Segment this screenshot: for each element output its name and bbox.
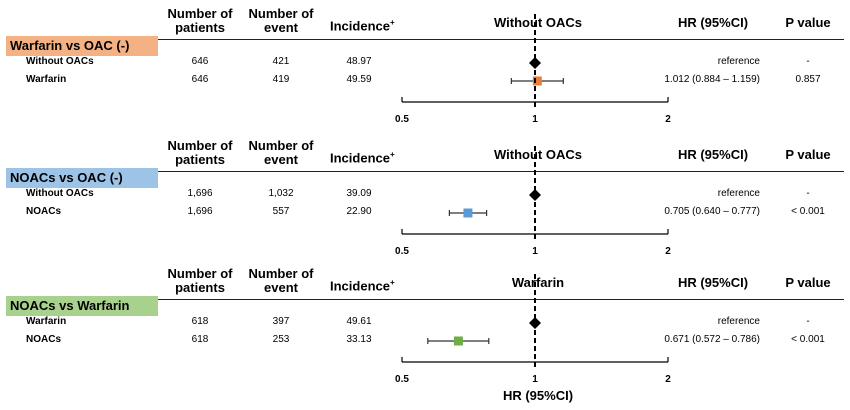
row-group-label: NOACs <box>26 334 62 345</box>
x-axis-tick-label: 0.5 <box>395 374 409 385</box>
header-p-value: P value <box>785 15 831 30</box>
row-group-label: Without OACs <box>26 56 94 67</box>
row-p-value: < 0.001 <box>791 206 825 217</box>
header-hr: HR (95%CI) <box>677 275 749 290</box>
header-patients: Number of <box>167 266 233 281</box>
panel-divider <box>6 171 844 172</box>
header-patients: Number of <box>167 138 233 153</box>
hazard-ratio-marker <box>532 76 542 86</box>
header-reference-group: Warfarin <box>511 275 565 290</box>
row-group-label: NOACs <box>26 206 62 217</box>
header-events: Number of <box>248 138 314 153</box>
row-group-label: Warfarin <box>26 74 67 85</box>
header-patients: patients <box>175 280 225 295</box>
row-hr-ci: reference <box>717 316 760 327</box>
header-patients: patients <box>175 20 225 35</box>
x-axis-tick-label: 0.5 <box>395 114 409 125</box>
row-patients: 618 <box>191 316 209 327</box>
comparison-label: NOACs vs OAC (-) <box>6 168 158 188</box>
header-incidence: Incidence+ <box>330 278 395 294</box>
row-patients: 646 <box>191 74 209 85</box>
row-hr-ci: reference <box>717 188 760 199</box>
row-patients: 618 <box>191 334 209 345</box>
x-axis-tick-label: 1 <box>532 374 538 385</box>
row-p-value: - <box>806 56 810 67</box>
row-incidence: 22.90 <box>346 206 372 217</box>
header-events: Number of <box>248 266 314 281</box>
header-incidence: Incidence+ <box>330 18 395 34</box>
header-patients: Number of <box>167 6 233 21</box>
row-events: 557 <box>272 206 290 217</box>
comparison-label: Warfarin vs OAC (-) <box>6 36 158 56</box>
row-incidence: 33.13 <box>346 334 372 345</box>
x-axis-tick-label: 2 <box>665 114 671 125</box>
header-p-value: P value <box>785 147 831 162</box>
x-axis-tick-label: 1 <box>532 246 538 257</box>
header-incidence: Incidence+ <box>330 150 395 166</box>
row-p-value: - <box>806 316 810 327</box>
header-events: Number of <box>248 6 314 21</box>
row-patients: 1,696 <box>187 206 213 217</box>
x-axis-label: HR (95%CI) <box>502 388 574 403</box>
row-patients: 646 <box>191 56 209 67</box>
panel-divider <box>6 299 844 300</box>
row-hr-ci: 1.012 (0.884 – 1.159) <box>664 74 760 85</box>
row-hr-ci: 0.705 (0.640 – 0.777) <box>664 206 760 217</box>
row-incidence: 48.97 <box>346 56 372 67</box>
header-events: event <box>264 280 298 295</box>
row-p-value: 0.857 <box>795 74 821 85</box>
header-events: event <box>264 152 298 167</box>
row-hr-ci: reference <box>717 56 760 67</box>
row-events: 1,032 <box>268 188 294 199</box>
panel-divider <box>6 39 844 40</box>
x-axis-tick-label: 1 <box>532 114 538 125</box>
header-hr: HR (95%CI) <box>677 147 749 162</box>
header-patients: patients <box>175 152 225 167</box>
x-axis-tick-label: 2 <box>665 246 671 257</box>
header-reference-group: Without OACs <box>494 15 582 30</box>
x-axis-tick-label: 0.5 <box>395 246 409 257</box>
row-incidence: 49.59 <box>346 74 372 85</box>
row-events: 397 <box>272 316 290 327</box>
row-events: 419 <box>272 74 290 85</box>
header-p-value: P value <box>785 275 831 290</box>
row-incidence: 39.09 <box>346 188 372 199</box>
header-reference-group: Without OACs <box>494 147 582 162</box>
row-incidence: 49.61 <box>346 316 372 327</box>
header-events: event <box>264 20 298 35</box>
row-group-label: Without OACs <box>26 188 94 199</box>
row-patients: 1,696 <box>187 188 213 199</box>
incidence-superscript: + <box>389 278 395 287</box>
hazard-ratio-marker <box>463 208 473 218</box>
hazard-ratio-marker <box>453 336 463 346</box>
header-hr: HR (95%CI) <box>677 15 749 30</box>
x-axis-tick-label: 2 <box>665 374 671 385</box>
row-group-label: Warfarin <box>26 316 67 327</box>
row-p-value: - <box>806 188 810 199</box>
row-hr-ci: 0.671 (0.572 – 0.786) <box>664 334 760 345</box>
row-events: 421 <box>272 56 290 67</box>
incidence-superscript: + <box>389 18 395 27</box>
row-p-value: < 0.001 <box>791 334 825 345</box>
row-events: 253 <box>272 334 290 345</box>
comparison-label: NOACs vs Warfarin <box>6 296 158 316</box>
incidence-superscript: + <box>389 150 395 159</box>
